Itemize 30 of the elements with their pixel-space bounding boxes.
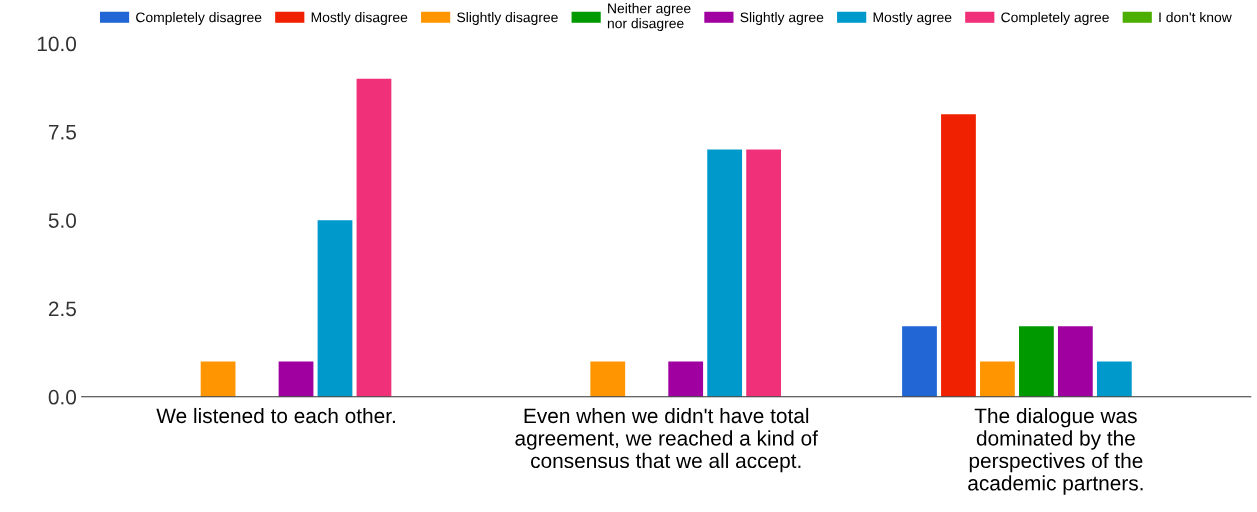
x-tick-label: The dialogue was dominated by the perspectives of the academic partners. — [968, 407, 1143, 495]
bar — [707, 149, 743, 397]
bar — [356, 78, 392, 397]
y-tick-label: 5.0 — [48, 213, 77, 228]
y-tick-label: 0.0 — [48, 389, 77, 405]
y-tick-label: 2.5 — [48, 301, 76, 317]
bar — [278, 361, 314, 397]
legend-label: Completely disagree — [136, 12, 262, 25]
legend-label: Mostly agree — [873, 12, 952, 25]
bar — [668, 361, 704, 397]
y-tick-label: 7.5 — [48, 125, 76, 140]
bar — [590, 361, 626, 397]
bar — [200, 361, 236, 397]
bar — [902, 326, 937, 397]
legend-label: Neither agree nor disagree — [607, 3, 691, 32]
bar — [746, 149, 782, 397]
bar — [980, 361, 1015, 397]
bar — [317, 220, 353, 397]
x-tick-label: Even when we didn't have total agreement, we reached a kind of consensus that we all accept. — [515, 407, 818, 473]
legend-label: I don't know — [1159, 12, 1232, 23]
legend-label: Slightly disagree — [457, 12, 558, 25]
bar — [941, 114, 976, 397]
bar — [1019, 326, 1054, 397]
legend-label: Completely agree — [1001, 12, 1109, 25]
bar — [1057, 326, 1093, 397]
legend-label: Slightly agree — [740, 12, 824, 25]
bar — [1096, 361, 1132, 397]
legend-label: Mostly disagree — [311, 12, 408, 25]
y-tick-label: 10.0 — [37, 36, 77, 52]
x-tick-label: We listened to each other. — [156, 407, 395, 424]
